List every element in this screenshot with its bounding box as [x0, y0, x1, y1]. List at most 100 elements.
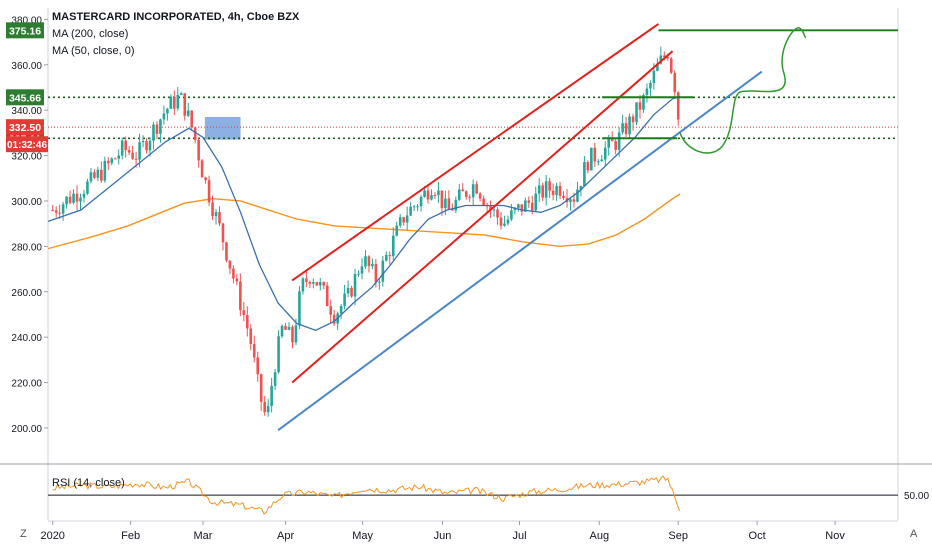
- candle-body: [454, 199, 458, 211]
- x-tick-label: Feb: [121, 530, 140, 542]
- highlight-box: [204, 116, 241, 140]
- candle-body: [607, 137, 611, 148]
- ma200-line: [47, 193, 681, 250]
- candle-body: [141, 141, 145, 143]
- candle-body: [318, 282, 322, 286]
- x-tick-label: May: [352, 530, 373, 542]
- candle-body: [371, 264, 374, 267]
- candle-body: [412, 206, 416, 208]
- legend-ma50[interactable]: MA (50, close, 0): [52, 45, 135, 57]
- rsi-legend[interactable]: RSI (14, close): [52, 477, 125, 489]
- candle-body: [200, 160, 204, 178]
- candle-body: [391, 235, 395, 257]
- candle-body: [124, 140, 127, 151]
- candle-body: [166, 108, 169, 114]
- candle-body: [305, 278, 308, 282]
- candle-body: [475, 184, 478, 194]
- candle-body: [232, 268, 235, 279]
- x-tick-label: Sep: [668, 530, 688, 542]
- candle-body: [301, 278, 305, 292]
- candle-body: [628, 116, 631, 135]
- candle-body: [61, 204, 65, 214]
- candle-body: [82, 193, 86, 198]
- candle-body: [329, 306, 333, 315]
- candle-body: [645, 88, 649, 95]
- timezone-button[interactable]: Z: [20, 528, 27, 540]
- y-tick-label: 320.00: [11, 152, 42, 163]
- candle-body: [489, 205, 492, 210]
- y-tick-label: 240.00: [11, 333, 42, 344]
- candle-body: [395, 225, 399, 236]
- candle-body: [624, 123, 628, 135]
- candle-body: [315, 282, 319, 286]
- candle-body: [221, 223, 225, 243]
- candle-body: [520, 204, 524, 212]
- candle-body: [478, 193, 482, 199]
- candle-body: [468, 196, 472, 198]
- candle-body: [54, 210, 58, 213]
- candle-body: [197, 140, 200, 161]
- candle-body: [676, 92, 680, 120]
- candle-body: [666, 56, 670, 59]
- candle-body: [367, 256, 371, 267]
- candle-body: [482, 198, 485, 206]
- candle-body: [426, 190, 430, 200]
- auto-scale-button[interactable]: A: [910, 528, 918, 540]
- candle-body: [659, 55, 663, 64]
- candle-body: [537, 185, 541, 194]
- candle-body: [89, 172, 93, 182]
- candle-body: [614, 141, 617, 150]
- legend-ma200[interactable]: MA (200, close): [52, 28, 129, 40]
- candle-body: [183, 93, 187, 116]
- y-tick-label: 300.00: [11, 197, 42, 208]
- channel-line-upper: [291, 23, 660, 282]
- candle-body: [308, 281, 312, 284]
- candle-body: [583, 161, 586, 186]
- candle-body: [631, 116, 635, 123]
- candle-body: [385, 254, 388, 261]
- candle-body: [343, 293, 346, 307]
- candle-body: [357, 273, 360, 275]
- candle-body: [110, 158, 114, 164]
- candle-body: [339, 306, 343, 314]
- candle-body: [576, 189, 579, 202]
- x-tick-label: Aug: [590, 530, 610, 542]
- candle-body: [214, 212, 218, 217]
- candle-body: [416, 206, 419, 208]
- candle-body: [569, 199, 572, 203]
- candle-body: [186, 110, 190, 116]
- candle-body: [635, 102, 638, 123]
- candle-body: [572, 199, 576, 202]
- candle-body: [374, 264, 378, 283]
- candle-body: [544, 181, 548, 198]
- candle-body: [239, 281, 242, 311]
- candle-body: [649, 83, 652, 89]
- candle-body: [378, 281, 381, 283]
- candle-body: [235, 278, 239, 282]
- candle-body: [218, 212, 221, 224]
- candle-body: [579, 185, 583, 190]
- candle-body: [437, 190, 440, 196]
- candle-body: [555, 186, 558, 196]
- candle-body: [103, 160, 107, 181]
- candle-body: [325, 285, 329, 307]
- candle-body: [249, 328, 253, 344]
- candle-body: [100, 169, 103, 181]
- candle-body: [513, 208, 517, 211]
- candle-body: [270, 385, 273, 407]
- x-tick-label: Jun: [434, 530, 452, 542]
- candle-body: [617, 132, 621, 150]
- y-tick-label: 360.00: [11, 61, 42, 72]
- candle-body: [169, 96, 173, 109]
- candle-body: [190, 110, 194, 128]
- candle-body: [444, 198, 447, 209]
- candle-body: [669, 58, 673, 73]
- candle-body: [471, 184, 475, 198]
- candle-body: [381, 260, 385, 282]
- candle-body: [68, 196, 72, 203]
- candle-body: [179, 93, 183, 95]
- candle-body: [51, 210, 54, 212]
- candle-body: [419, 196, 423, 207]
- candle-body: [405, 215, 409, 223]
